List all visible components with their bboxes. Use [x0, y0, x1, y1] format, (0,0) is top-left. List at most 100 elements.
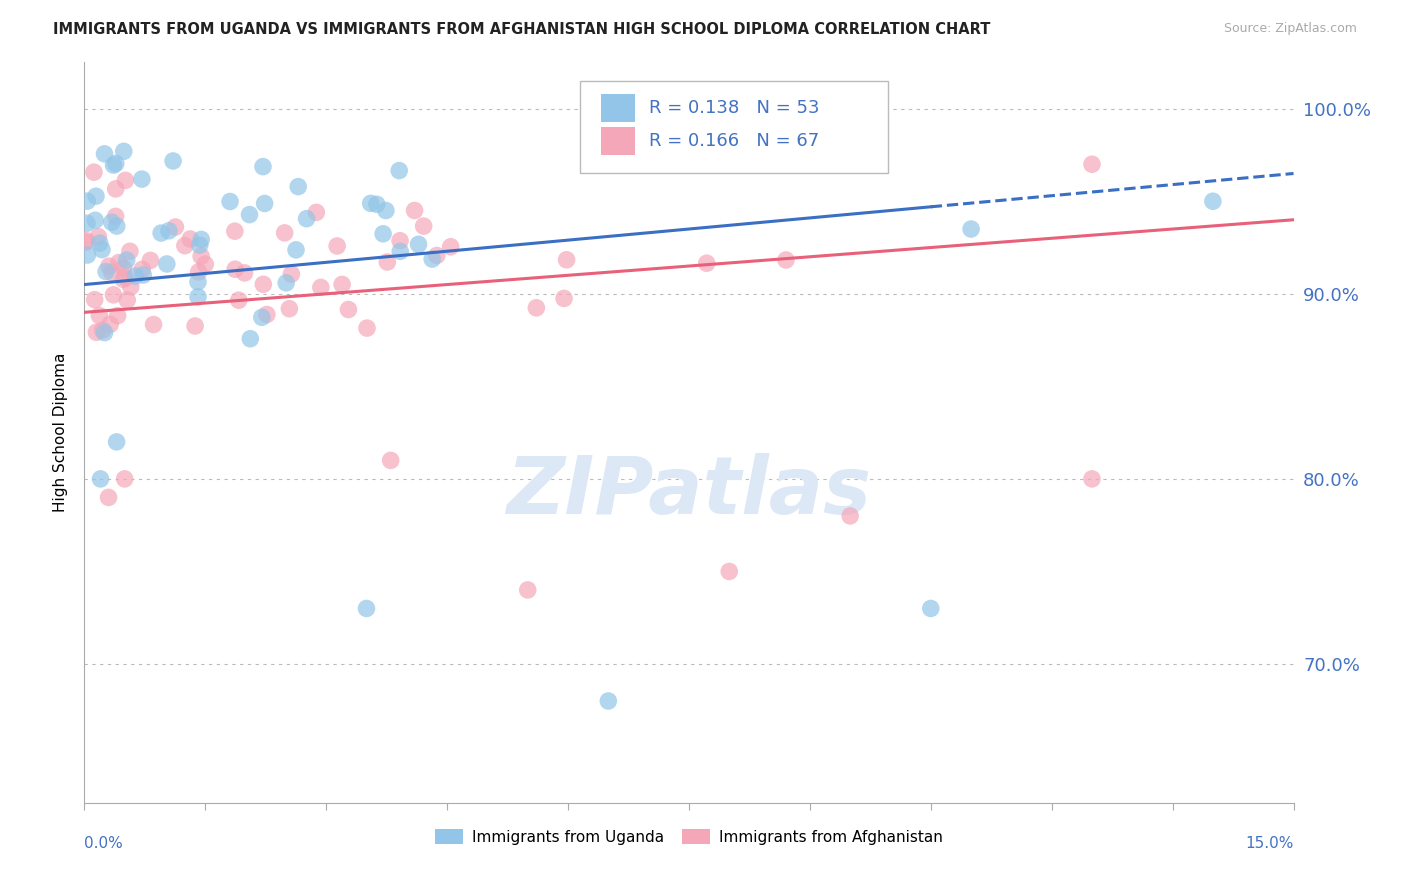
- Point: [112, 145, 135, 159]
- Point: [157, 224, 180, 238]
- Point: [165, 220, 187, 235]
- Bar: [600, 94, 634, 121]
- Point: [86, 325, 108, 339]
- Point: [389, 234, 412, 248]
- Point: [920, 601, 942, 615]
- Text: 15.0%: 15.0%: [1246, 836, 1294, 851]
- Point: [337, 302, 360, 317]
- Point: [89, 309, 111, 323]
- Point: [305, 205, 328, 219]
- Point: [104, 210, 127, 224]
- Point: [224, 224, 246, 238]
- Point: [84, 189, 107, 203]
- Text: Source: ZipAtlas.com: Source: ZipAtlas.com: [1223, 22, 1357, 36]
- Point: [555, 252, 578, 267]
- Point: [100, 265, 122, 279]
- Point: [118, 244, 141, 259]
- Point: [184, 318, 207, 333]
- Point: [124, 269, 146, 284]
- Point: [250, 310, 273, 325]
- Point: [371, 227, 394, 241]
- Point: [93, 326, 115, 340]
- Point: [84, 213, 107, 227]
- Point: [374, 203, 396, 218]
- Point: [253, 196, 276, 211]
- Point: [142, 318, 165, 332]
- Point: [375, 255, 398, 269]
- Bar: [600, 127, 634, 155]
- Point: [173, 238, 195, 252]
- Point: [412, 219, 434, 234]
- Point: [696, 256, 718, 270]
- Point: [107, 309, 129, 323]
- Point: [131, 262, 153, 277]
- Point: [252, 160, 274, 174]
- Point: [89, 236, 111, 251]
- Point: [278, 301, 301, 316]
- Point: [839, 508, 862, 523]
- Point: [91, 243, 114, 257]
- Point: [388, 163, 411, 178]
- Point: [91, 323, 114, 337]
- Text: IMMIGRANTS FROM UGANDA VS IMMIGRANTS FROM AFGHANISTAN HIGH SCHOOL DIPLOMA CORREL: IMMIGRANTS FROM UGANDA VS IMMIGRANTS FRO…: [53, 22, 991, 37]
- Point: [89, 472, 111, 486]
- Point: [219, 194, 242, 209]
- Point: [187, 275, 209, 289]
- Point: [190, 249, 212, 263]
- Point: [105, 219, 128, 233]
- Point: [440, 240, 463, 254]
- Point: [598, 694, 620, 708]
- Text: 0.0%: 0.0%: [84, 836, 124, 851]
- Point: [179, 232, 201, 246]
- Point: [104, 182, 127, 196]
- Point: [238, 208, 260, 222]
- Point: [1202, 194, 1225, 209]
- Point: [103, 158, 125, 172]
- Point: [83, 293, 105, 307]
- Point: [273, 226, 295, 240]
- Point: [524, 301, 547, 315]
- Point: [190, 232, 212, 246]
- Point: [775, 252, 797, 267]
- Point: [356, 601, 378, 615]
- Point: [112, 260, 135, 275]
- Point: [104, 156, 127, 170]
- Point: [960, 222, 983, 236]
- Point: [76, 248, 98, 262]
- Point: [404, 203, 426, 218]
- Point: [1081, 157, 1104, 171]
- Point: [131, 172, 153, 186]
- Point: [112, 272, 135, 286]
- Point: [76, 194, 98, 208]
- Legend: Immigrants from Uganda, Immigrants from Afghanistan: Immigrants from Uganda, Immigrants from …: [429, 822, 949, 851]
- Point: [76, 234, 98, 248]
- Point: [276, 276, 298, 290]
- Point: [326, 239, 349, 253]
- Point: [100, 215, 122, 229]
- Text: ZIPatlas: ZIPatlas: [506, 453, 872, 531]
- Point: [87, 229, 110, 244]
- Point: [194, 257, 217, 271]
- Point: [252, 277, 274, 292]
- Point: [162, 153, 184, 168]
- Point: [156, 257, 179, 271]
- Point: [516, 582, 538, 597]
- Point: [228, 293, 250, 308]
- Point: [120, 280, 142, 294]
- Point: [360, 196, 382, 211]
- Point: [93, 146, 115, 161]
- Point: [408, 237, 430, 252]
- Point: [285, 243, 308, 257]
- Point: [150, 226, 173, 240]
- FancyBboxPatch shape: [581, 81, 889, 173]
- Point: [114, 472, 136, 486]
- Text: R = 0.138   N = 53: R = 0.138 N = 53: [650, 99, 820, 117]
- Point: [553, 292, 575, 306]
- Point: [115, 293, 138, 307]
- Point: [114, 173, 136, 187]
- Point: [103, 288, 125, 302]
- Point: [188, 238, 211, 252]
- Point: [224, 262, 246, 277]
- Point: [420, 252, 443, 266]
- Point: [256, 308, 278, 322]
